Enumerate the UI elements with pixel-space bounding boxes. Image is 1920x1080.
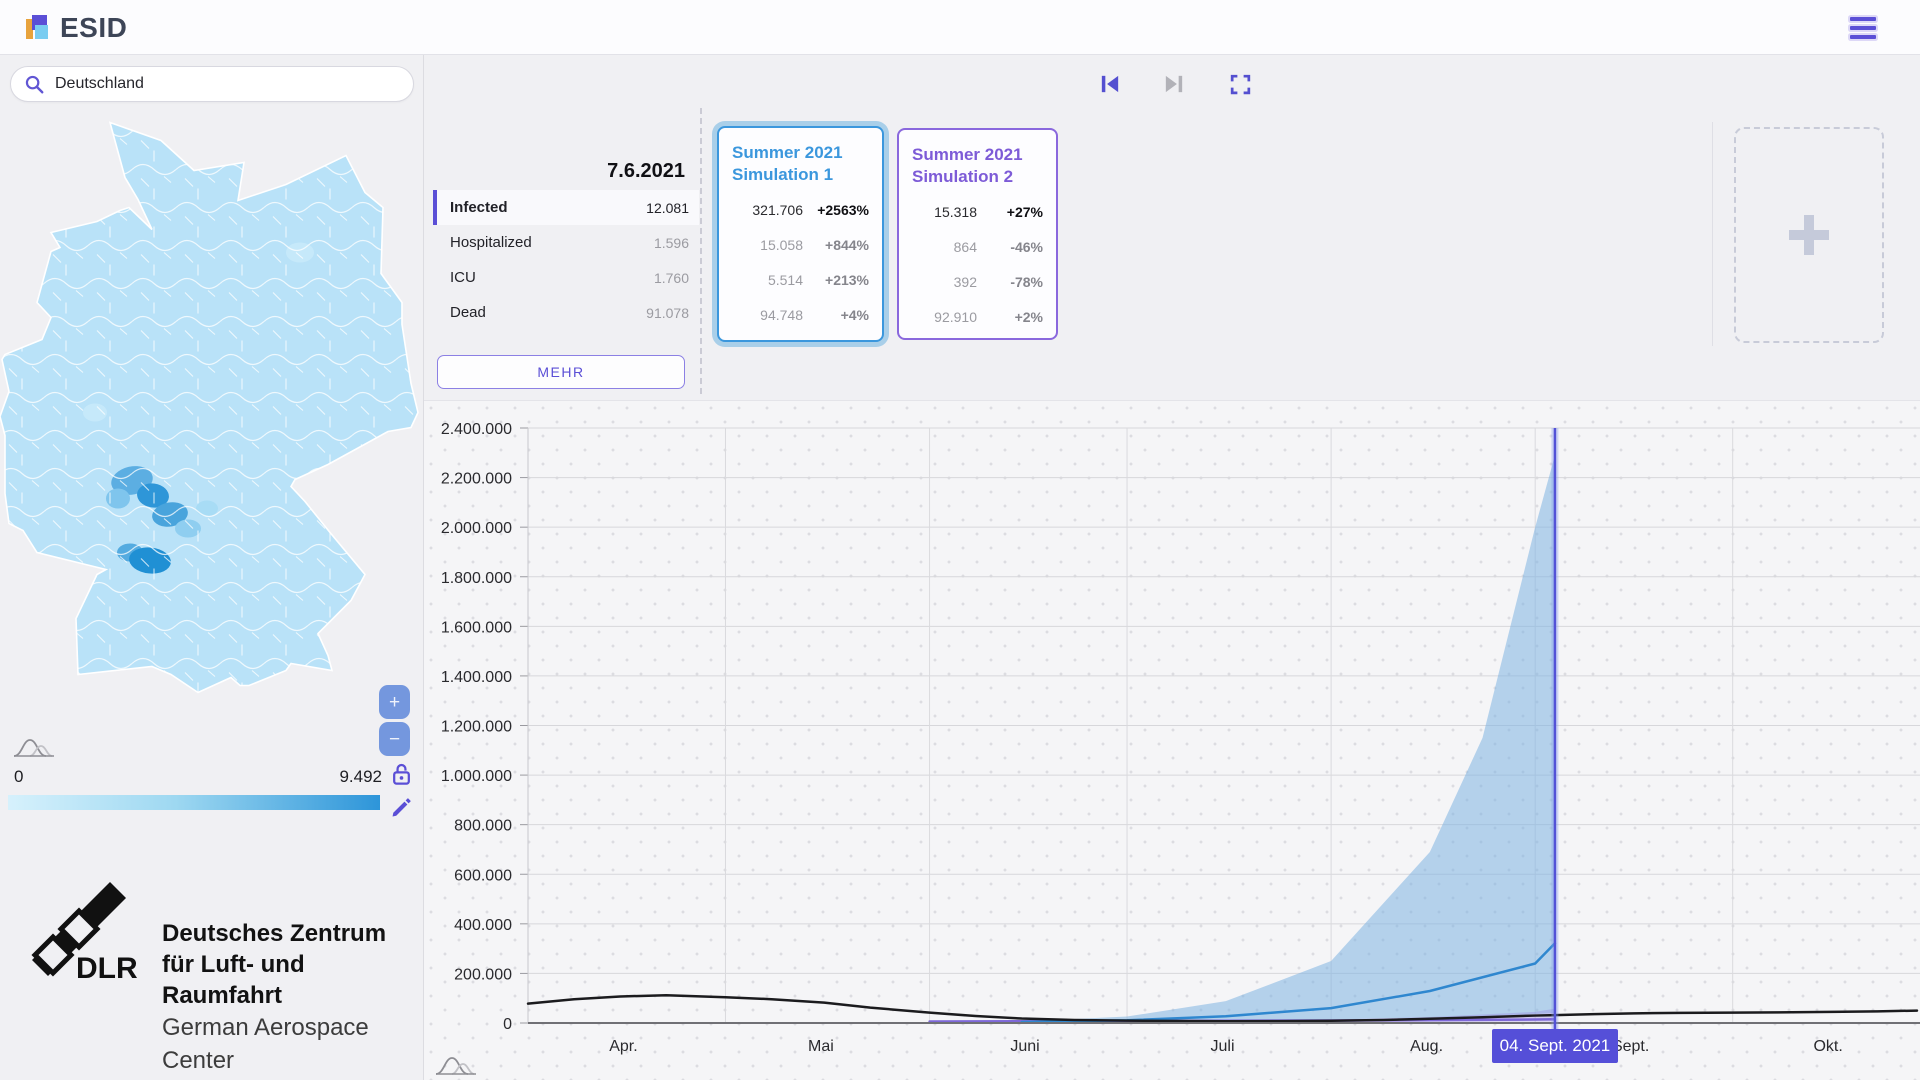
card-row: 5.514 +213% [767, 271, 869, 288]
plus-icon [1789, 215, 1829, 255]
divider-dashed [700, 108, 702, 394]
svg-text:2.400.000: 2.400.000 [441, 421, 512, 438]
app-logo: ESID [26, 12, 127, 44]
more-button[interactable]: MEHR [437, 355, 685, 389]
top-bar: ESID [0, 0, 1920, 55]
legend-min-value: 0 [14, 767, 24, 786]
add-scenario-button[interactable] [1734, 127, 1884, 343]
sidebar: + − 0 9.492 [0, 55, 424, 1080]
scenario-card-simulation-1[interactable]: Summer 2021 Simulation 1 321.706 +2563% … [717, 126, 884, 342]
svg-text:DLR: DLR [76, 952, 138, 984]
compartment-row-hospitalized[interactable]: Hospitalized 1.596 [450, 234, 689, 251]
search-icon [25, 75, 44, 94]
svg-text:Juni: Juni [1010, 1038, 1039, 1055]
svg-text:Okt.: Okt. [1813, 1038, 1842, 1055]
menu-icon[interactable] [1850, 17, 1876, 39]
reference-date: 7.6.2021 [607, 160, 685, 182]
compartment-row-dead[interactable]: Dead 91.078 [450, 304, 689, 321]
card-row: 864 -46% [953, 238, 1043, 255]
app-title: ESID [60, 12, 128, 43]
chart-legend-curve-icon[interactable] [434, 1053, 484, 1079]
skip-to-end-button[interactable] [1160, 70, 1188, 101]
district-search[interactable] [10, 66, 414, 102]
compartment-row-infected[interactable]: Infected 12.081 [433, 190, 699, 225]
divider [1712, 122, 1713, 346]
scenario-card-title: Summer 2021 Simulation 1 [732, 143, 843, 184]
selected-date-badge[interactable]: 04. Sept. 2021 [1491, 1029, 1618, 1063]
simulation-line-chart[interactable]: 0 200.000 400.000 600.000 800.000 1.000.000 1.… [424, 401, 1920, 1080]
map-zoom-out-button[interactable]: − [379, 722, 410, 756]
svg-text:400.000: 400.000 [454, 917, 512, 934]
germany-map[interactable] [0, 110, 424, 755]
esid-logo-icon [26, 13, 52, 43]
scenario-card-simulation-2[interactable]: Summer 2021 Simulation 2 15.318 +27% 864… [897, 128, 1058, 340]
svg-text:600.000: 600.000 [454, 867, 512, 884]
svg-text:Apr.: Apr. [609, 1038, 637, 1055]
svg-text:Sept.: Sept. [1612, 1038, 1649, 1055]
card-row: 321.706 +2563% [752, 201, 869, 218]
card-row: 15.318 +27% [934, 203, 1043, 220]
dlr-name-line3: German Aerospace Center [162, 1014, 369, 1074]
dlr-name-line2: für Luft- und Raumfahrt [162, 951, 305, 1009]
legend-max-value: 9.492 [339, 767, 382, 786]
compartment-row-icu[interactable]: ICU 1.760 [450, 269, 689, 286]
heat-legend-curve-icon[interactable] [12, 735, 62, 761]
card-row: 94.748 +4% [760, 306, 869, 323]
map-zoom-in-button[interactable]: + [379, 685, 410, 719]
svg-text:1.200.000: 1.200.000 [441, 719, 512, 736]
svg-text:1.600.000: 1.600.000 [441, 619, 512, 636]
svg-text:Mai: Mai [808, 1038, 834, 1055]
svg-text:1.400.000: 1.400.000 [441, 669, 512, 686]
fullscreen-icon[interactable] [1228, 72, 1253, 100]
card-row: 15.058 +844% [760, 236, 869, 253]
svg-text:Aug.: Aug. [1410, 1038, 1443, 1055]
legend-lock-icon[interactable] [388, 760, 415, 791]
svg-text:1.000.000: 1.000.000 [441, 768, 512, 785]
svg-text:2.200.000: 2.200.000 [441, 471, 512, 488]
svg-text:2.000.000: 2.000.000 [441, 520, 512, 537]
search-input[interactable] [55, 75, 401, 93]
map-color-scale [8, 795, 380, 810]
legend-edit-pencil-icon[interactable] [388, 795, 414, 824]
svg-text:1.800.000: 1.800.000 [441, 570, 512, 587]
card-row: 92.910 +2% [934, 308, 1043, 325]
skip-to-start-button[interactable] [1096, 70, 1124, 101]
scenario-card-title: Summer 2021 Simulation 2 [912, 145, 1023, 186]
card-row: 392 -78% [953, 273, 1043, 290]
dlr-name-line1: Deutsches Zentrum [162, 920, 387, 947]
svg-text:Juli: Juli [1210, 1038, 1234, 1055]
svg-text:800.000: 800.000 [454, 818, 512, 835]
svg-text:200.000: 200.000 [454, 966, 512, 983]
dlr-logo: DLR Deutsches Zentrum für Luft- und Raum… [20, 880, 420, 1074]
svg-text:0: 0 [503, 1016, 512, 1033]
simulation-chart-panel: 0 200.000 400.000 600.000 800.000 1.000.000 1.… [424, 400, 1920, 1080]
